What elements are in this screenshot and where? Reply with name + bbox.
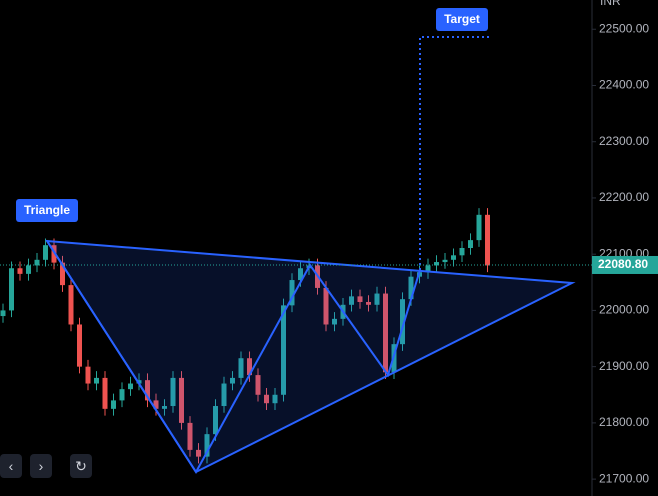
y-tick-label: 21800.00 — [599, 415, 649, 429]
candle-body — [9, 268, 14, 311]
candle-body — [128, 383, 133, 390]
candle-body — [119, 389, 125, 401]
candle-body — [153, 400, 159, 409]
candle-body — [374, 293, 380, 305]
candle-body — [60, 262, 65, 286]
candle-body — [357, 296, 363, 302]
candle-body — [366, 301, 371, 305]
candle-body — [196, 449, 201, 457]
candle-body — [26, 265, 31, 274]
y-tick-label: 22000.00 — [599, 303, 649, 317]
candle-body — [68, 285, 74, 325]
candle-body — [485, 214, 490, 266]
candle-body — [442, 259, 448, 263]
candle-body — [332, 318, 337, 325]
candle-body — [298, 268, 303, 281]
candle-body — [85, 366, 91, 384]
candle-body — [408, 276, 414, 300]
candle-body — [383, 293, 388, 373]
candle-body — [187, 422, 193, 450]
candle-body — [238, 358, 244, 378]
candle-body — [272, 394, 278, 404]
candle-body — [111, 400, 116, 409]
last-price-label: 22080.80 — [598, 257, 648, 271]
y-tick-label: 22300.00 — [599, 134, 649, 148]
candle-body — [230, 377, 235, 384]
candle-body — [179, 377, 184, 423]
scroll-left-button[interactable]: ‹ — [0, 454, 22, 478]
y-tick-label: 22400.00 — [599, 78, 649, 92]
candle-body — [451, 255, 456, 260]
candle-body — [400, 299, 405, 345]
candle-body — [170, 377, 176, 407]
candle-body — [204, 434, 210, 457]
candle-body — [255, 375, 261, 395]
target-label: Target — [444, 12, 480, 26]
triangle-pattern — [45, 239, 576, 474]
candle-body — [323, 287, 329, 325]
candle-body — [468, 240, 473, 248]
reset-button[interactable]: ↻ — [70, 454, 92, 478]
candle-body — [213, 406, 218, 435]
candle-body — [434, 262, 439, 266]
candle-body — [102, 377, 108, 409]
candle-body — [459, 248, 465, 256]
candle-body — [221, 383, 227, 407]
pattern-label: Triangle — [24, 203, 70, 217]
candle-body — [281, 305, 286, 395]
candle-body — [162, 406, 167, 409]
y-tick-label: 22200.00 — [599, 190, 649, 204]
candle-body — [264, 394, 269, 404]
candle-body — [77, 324, 82, 367]
candle-body — [51, 245, 57, 263]
y-tick-label: 21900.00 — [599, 359, 649, 373]
candle-body — [247, 358, 252, 376]
y-tick-label: 21700.00 — [599, 471, 649, 485]
candle-body — [289, 280, 295, 306]
currency: INR — [600, 0, 621, 8]
pattern-label-box — [16, 199, 78, 222]
candle-body — [145, 380, 150, 401]
candle-body — [17, 268, 23, 274]
candle-body — [34, 259, 40, 266]
candle-body — [43, 245, 48, 260]
y-tick-label: 22500.00 — [599, 21, 649, 35]
candle-body — [0, 310, 6, 317]
candle-body — [94, 377, 99, 384]
last-price-box — [592, 255, 658, 274]
candle-body — [476, 214, 482, 241]
candle-body — [425, 265, 431, 273]
candle-body — [349, 296, 354, 305]
scroll-right-button[interactable]: › — [30, 454, 52, 478]
target-projection — [419, 36, 492, 270]
target-label-box — [436, 8, 488, 31]
